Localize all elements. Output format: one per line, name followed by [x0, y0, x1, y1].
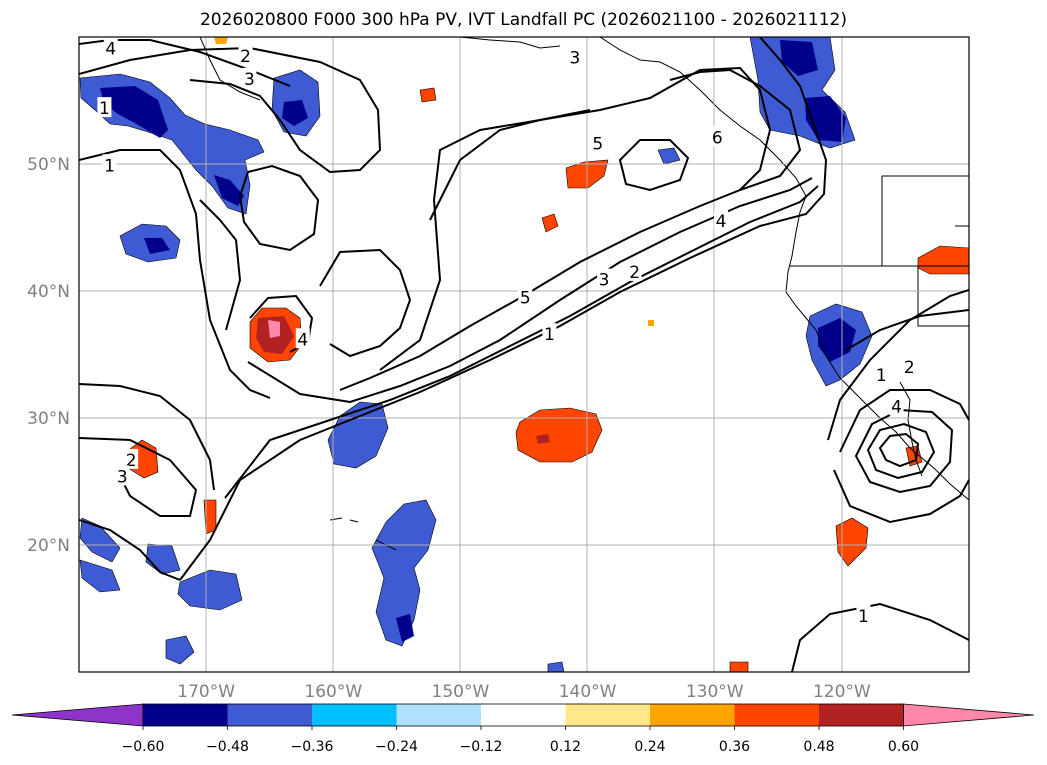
colorbar-segment	[565, 704, 650, 726]
contour-label-bg	[714, 210, 729, 231]
contour-label-bg	[542, 323, 557, 344]
lon-tick-label: 120°W	[813, 682, 871, 702]
contour-label-bg	[97, 97, 112, 118]
contour-label: 2	[126, 451, 137, 471]
lon-tick-label: 170°W	[177, 682, 235, 702]
contour-label-bg	[242, 67, 257, 88]
contour-label: 4	[716, 212, 727, 232]
colorbar-tick-label: −0.60	[122, 739, 165, 755]
contour-label: 1	[104, 156, 115, 176]
contour-label: 1	[99, 99, 110, 119]
colorbar-segment	[650, 704, 735, 726]
colorbar-segment	[734, 704, 819, 726]
contour-label: 1	[544, 325, 555, 345]
ivt-contours	[79, 37, 969, 672]
contour-label-bg	[102, 154, 117, 175]
colorbar-segment	[396, 704, 481, 726]
contour-label-bg	[103, 37, 118, 58]
lon-tick-label: 130°W	[686, 682, 744, 702]
contour-label: 3	[117, 467, 128, 487]
contour-label-bg	[902, 356, 917, 377]
contour-label-bg	[518, 286, 533, 307]
contour-label-bg	[590, 132, 605, 153]
contour-label: 4	[105, 39, 116, 59]
colorbar-segment	[143, 704, 228, 726]
contour-label: 4	[297, 330, 308, 350]
contour-label-bg	[295, 328, 310, 349]
contour-label-bg	[238, 45, 253, 66]
contour-label: 3	[244, 70, 255, 90]
longitude-tick-labels: 170°W 160°W 150°W 140°W 130°W 120°W	[177, 682, 871, 702]
contour-label: 1	[858, 607, 869, 627]
lat-tick-label: 30°N	[27, 409, 70, 429]
contour-label: 3	[569, 48, 580, 68]
lat-tick-label: 40°N	[27, 282, 70, 302]
colorbar-extend-high	[903, 703, 1035, 727]
colorbar-tick-label: 0.24	[634, 739, 665, 755]
colorbar-tick-label: 0.60	[888, 739, 919, 755]
colorbar-segment	[819, 704, 904, 726]
colorbar-outline	[142, 703, 904, 727]
colorbar-tick-label: 0.12	[550, 739, 581, 755]
colorbar-tick-label: −0.36	[291, 739, 334, 755]
contour-label: 5	[520, 288, 531, 308]
colorbar: −0.60 −0.48 −0.36 −0.24 −0.12 0.12 0.24 0.36 0.4…	[11, 703, 1035, 755]
contour-label-bg	[856, 605, 871, 626]
lon-tick-label: 150°W	[432, 682, 490, 702]
contour-label: 2	[629, 263, 640, 283]
contour-label: 2	[240, 47, 251, 67]
latitude-tick-labels: 50°N 40°N 30°N 20°N	[27, 155, 70, 556]
contour-label-bg	[124, 448, 139, 469]
colorbar-tick-label: −0.24	[375, 739, 418, 755]
contour-label-bg	[874, 363, 889, 384]
contour-label: 2	[904, 358, 915, 378]
contour-label: 5	[592, 135, 603, 155]
contour-label-bg	[567, 46, 582, 67]
contour-label-bg	[710, 126, 725, 147]
colorbar-tick-label: −0.48	[206, 739, 249, 755]
contour-label: 6	[712, 128, 723, 148]
map-title: 2026020800 F000 300 hPa PV, IVT Landfall…	[199, 10, 847, 30]
colorbar-segment	[481, 704, 566, 726]
contour-label: 1	[876, 366, 887, 386]
contour-label-bg	[627, 260, 642, 281]
lat-tick-label: 50°N	[27, 155, 70, 175]
map-frame	[78, 36, 970, 673]
contour-label: 4	[891, 398, 902, 418]
lat-tick-label: 20°N	[27, 536, 70, 556]
contour-label-bg	[597, 268, 612, 289]
lon-tick-label: 140°W	[559, 682, 617, 702]
colorbar-tick-label: −0.12	[460, 739, 503, 755]
lon-tick-label: 160°W	[304, 682, 362, 702]
colorbar-extend-low	[11, 703, 144, 727]
contour-label-bg	[115, 465, 130, 486]
contour-label: 3	[599, 271, 610, 291]
contour-label-bg	[889, 395, 904, 416]
colorbar-segment	[312, 704, 397, 726]
colorbar-tick-label: 0.48	[803, 739, 834, 755]
colorbar-tick-label: 0.36	[719, 739, 750, 755]
colorbar-segment	[227, 704, 312, 726]
